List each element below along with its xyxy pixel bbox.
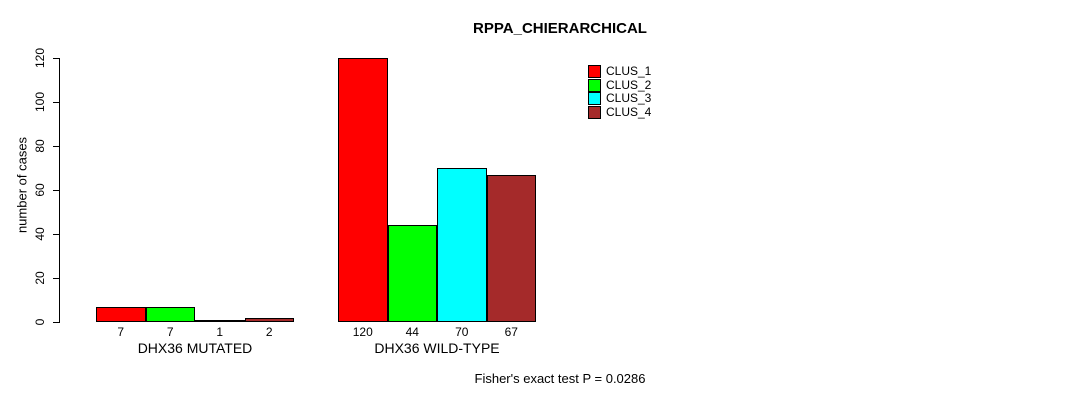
y-tick-label: 0 [33, 318, 47, 326]
legend-color-swatch [588, 92, 601, 105]
bar-value-label: 7 [166, 325, 174, 339]
legend-label: CLUS_2 [606, 77, 652, 92]
y-tick-mark [53, 278, 60, 279]
bar-clus_3-0 [195, 319, 245, 322]
y-tick-mark [53, 322, 60, 323]
y-tick-mark [53, 102, 60, 103]
y-tick-mark [53, 146, 60, 147]
y-tick-label: 100 [33, 91, 47, 113]
bar-clus_4-1 [486, 174, 536, 322]
bar-clus_2-1 [387, 225, 437, 322]
chart-footer: Fisher's exact test P = 0.0286 [474, 371, 646, 386]
y-tick-label: 20 [33, 271, 47, 285]
legend-color-swatch [588, 105, 601, 119]
group-label-1: DHX36 WILD-TYPE [374, 340, 500, 356]
bar-value-label: 44 [405, 325, 419, 339]
bar-value-label: 2 [265, 325, 273, 339]
bar-clus_4-0 [244, 317, 294, 322]
bar-value-label: 120 [352, 325, 373, 339]
legend-color-swatch [588, 78, 601, 92]
bar-clus_1-1 [338, 58, 388, 322]
bar-clus_2-0 [145, 306, 195, 322]
group-label-0: DHX36 MUTATED [137, 340, 253, 356]
y-tick-label: 80 [33, 139, 47, 153]
legend-item-clus_1: CLUS_1 [588, 65, 651, 78]
legend-item-clus_3: CLUS_3 [588, 92, 651, 105]
y-tick-mark [53, 58, 60, 59]
y-tick-mark [53, 190, 60, 191]
bar-clus_3-1 [437, 168, 487, 322]
y-axis-label: number of cases [14, 136, 30, 234]
y-tick-label: 120 [33, 47, 47, 69]
y-tick-label: 60 [33, 183, 47, 197]
legend-color-swatch [588, 65, 601, 78]
legend-item-clus_4: CLUS_4 [588, 104, 652, 119]
legend-label: CLUS_1 [606, 64, 652, 78]
chart-title: RPPA_CHIERARCHICAL [473, 20, 647, 37]
bar-value-label: 7 [117, 325, 125, 339]
bar-value-label: 70 [455, 325, 469, 339]
legend-label: CLUS_3 [606, 91, 652, 105]
y-tick-mark [53, 234, 60, 235]
legend-label: CLUS_4 [606, 104, 652, 119]
y-tick-label: 40 [33, 227, 47, 241]
bar-clus_1-0 [96, 306, 146, 322]
bar-value-label: 67 [504, 325, 518, 339]
legend-item-clus_2: CLUS_2 [588, 77, 652, 92]
bar-value-label: 1 [216, 325, 224, 339]
